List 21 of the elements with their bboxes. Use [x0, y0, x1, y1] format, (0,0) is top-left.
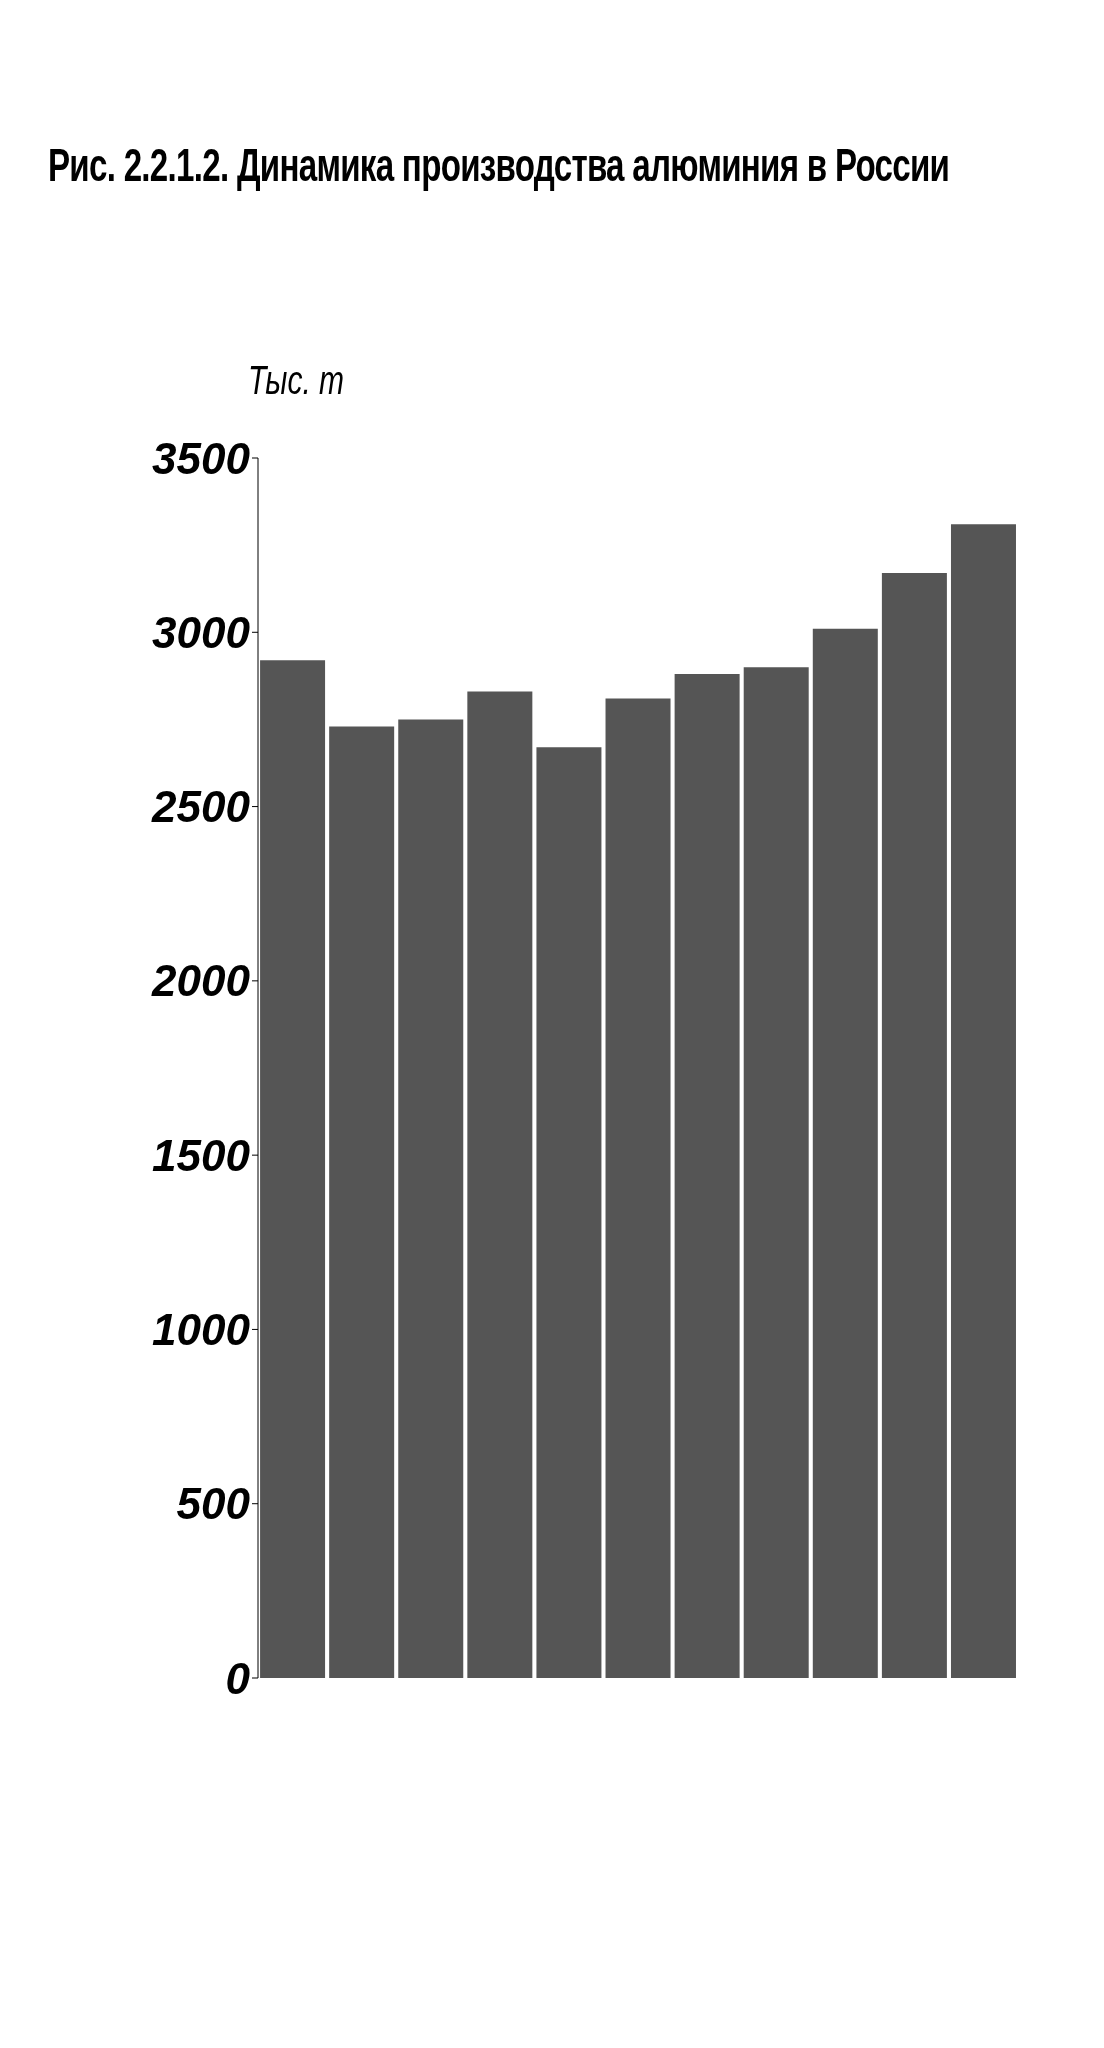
- y-tick-label: 1000: [152, 1305, 251, 1355]
- bar: [329, 726, 395, 1678]
- bar: [398, 719, 464, 1678]
- bar: [674, 674, 740, 1678]
- y-axis-title: Тыс. т: [248, 358, 345, 403]
- bar: [812, 628, 878, 1678]
- bar: [950, 524, 1016, 1678]
- bar: [743, 667, 809, 1678]
- bar: [536, 747, 602, 1678]
- y-tick-label: 500: [176, 1479, 251, 1529]
- y-tick-label: 3000: [152, 607, 251, 657]
- bar: [605, 698, 671, 1678]
- chart-title: Рис. 2.2.1.2. Динамика производства алюминия в России: [48, 138, 950, 192]
- bar: [260, 660, 326, 1678]
- y-tick-label: 3500: [152, 433, 251, 483]
- bar: [881, 573, 947, 1678]
- y-tick-label: 1500: [152, 1130, 251, 1180]
- y-tick-label: 2500: [151, 782, 251, 832]
- y-tick-label: 2000: [151, 956, 251, 1006]
- y-tick-label: 0: [225, 1653, 251, 1703]
- bar: [467, 691, 533, 1678]
